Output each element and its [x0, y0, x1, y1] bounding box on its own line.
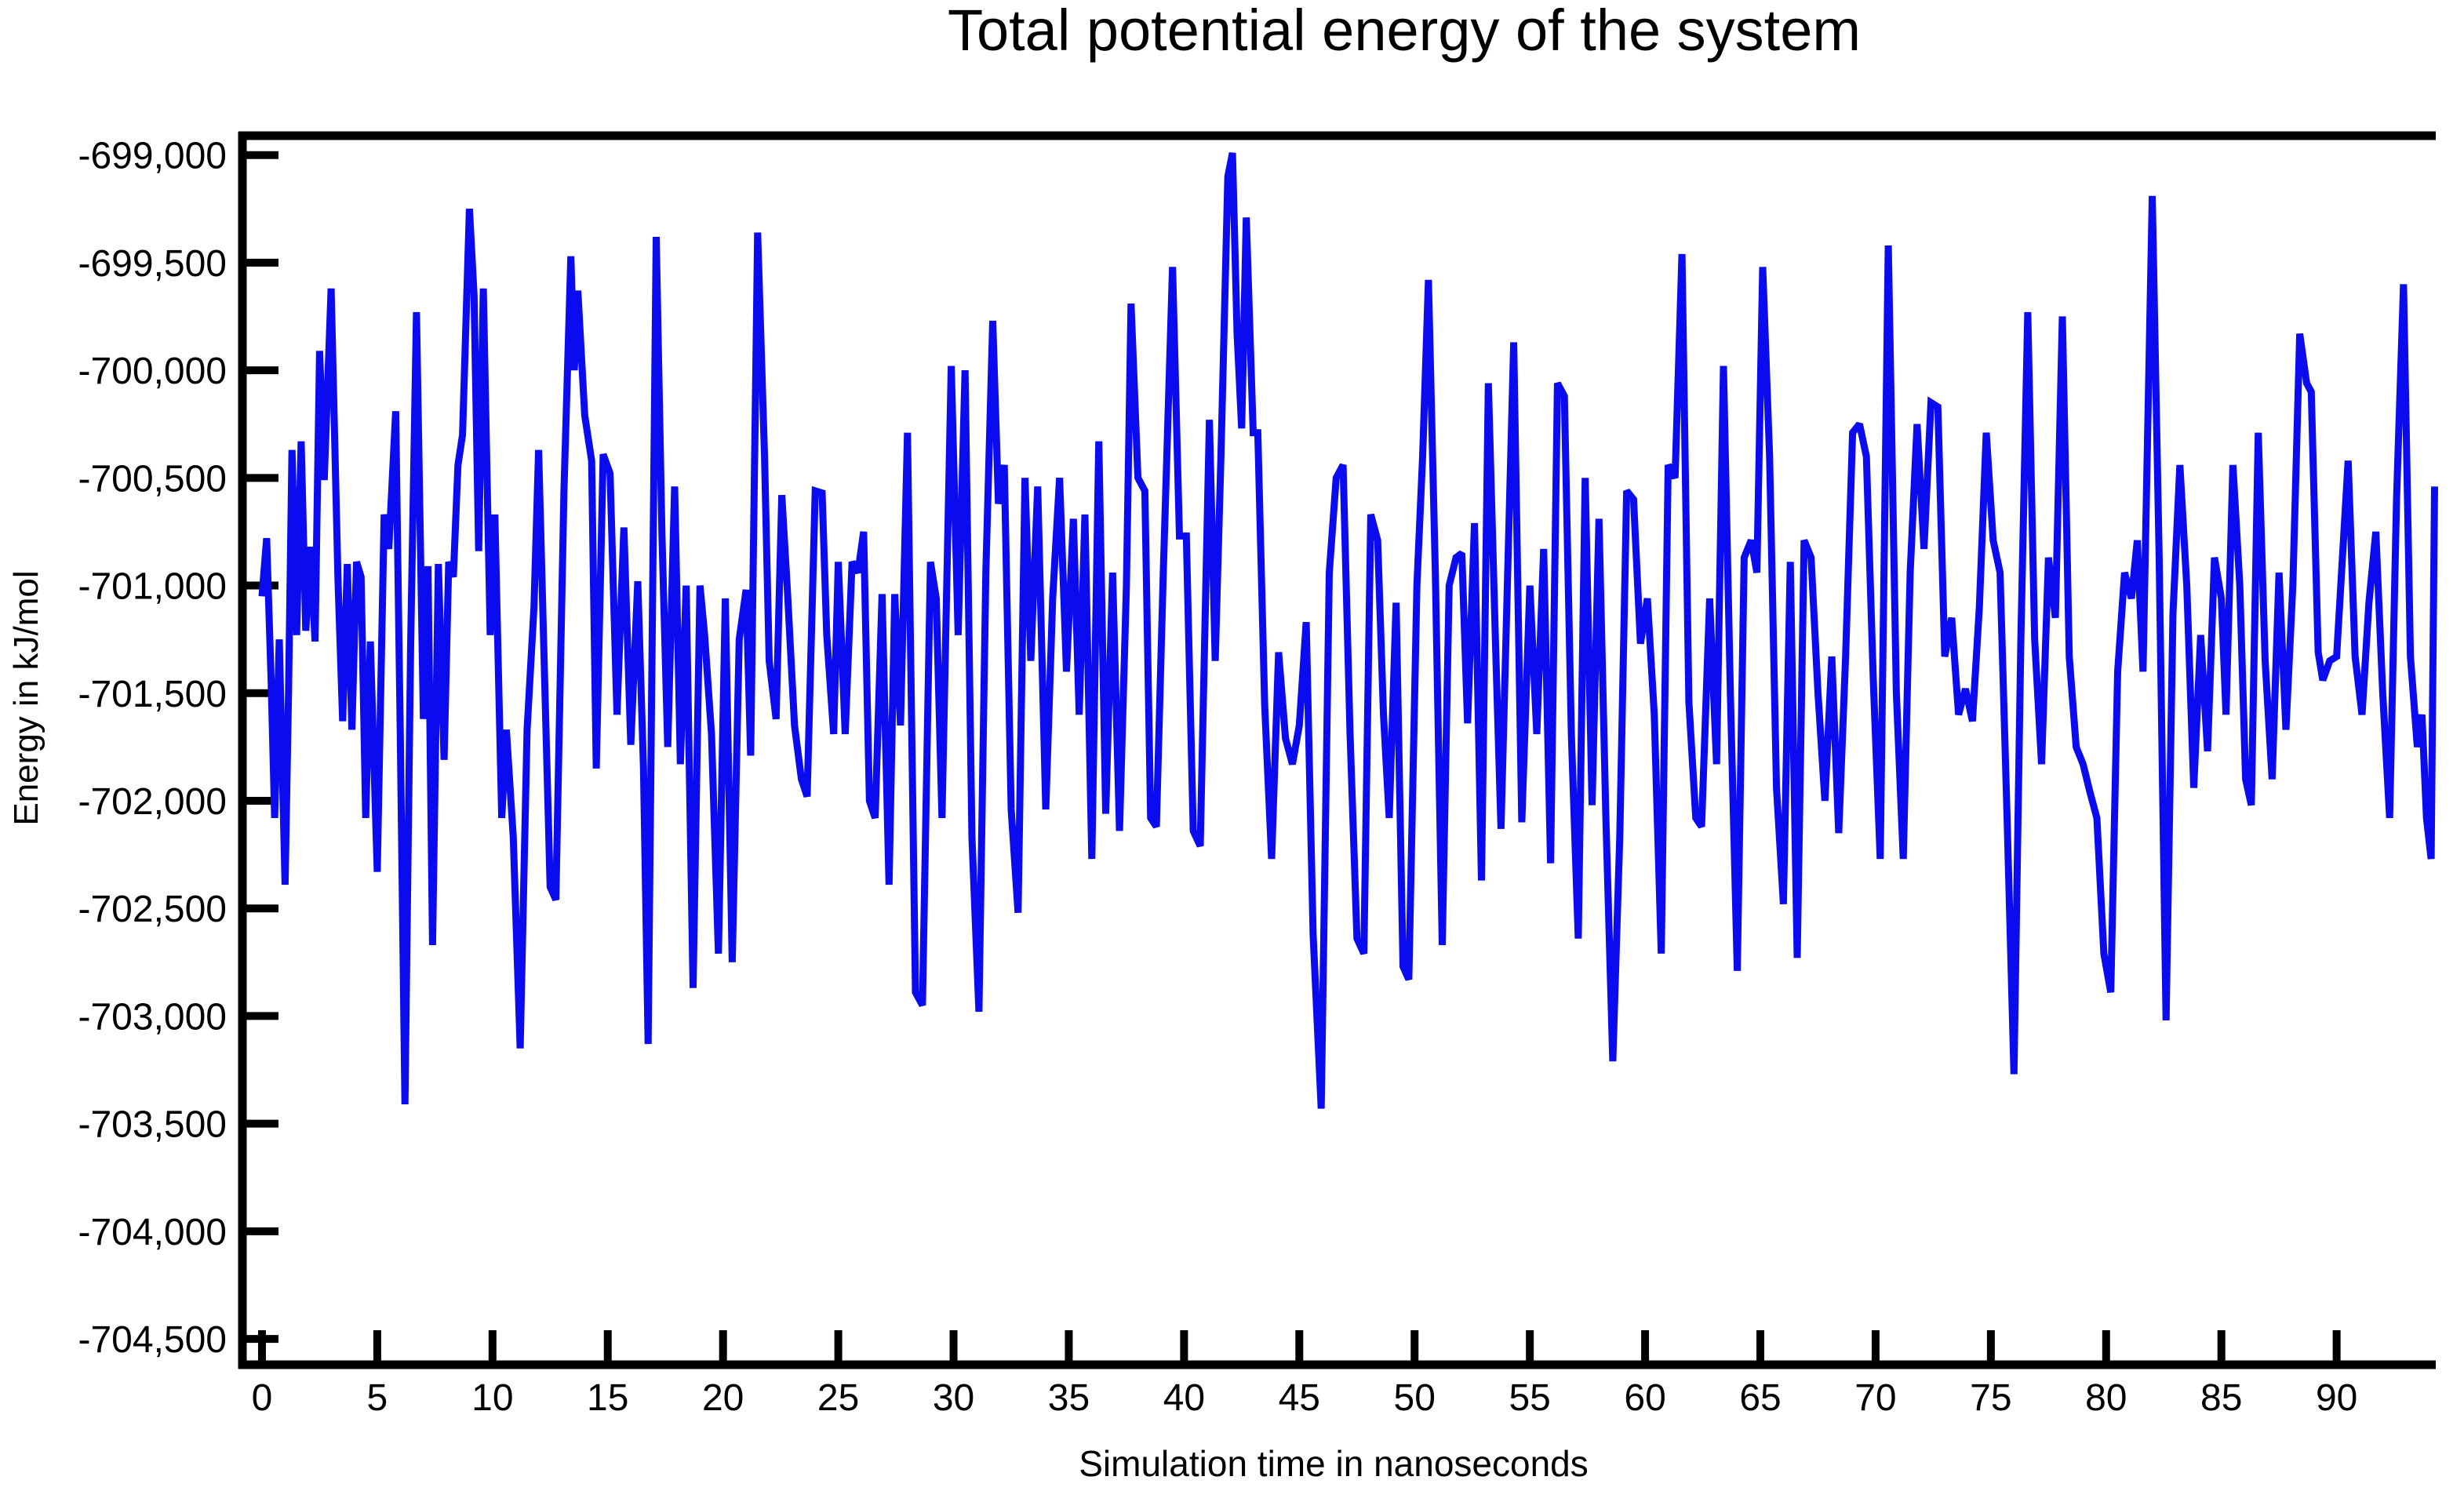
- x-tick-label: 90: [2316, 1377, 2357, 1419]
- x-tick-label: 85: [2200, 1377, 2242, 1419]
- y-tick-label: -703,500: [78, 1104, 227, 1146]
- y-tick-label: -700,500: [78, 458, 227, 500]
- x-axis-title: Simulation time in nanoseconds: [1079, 1443, 1588, 1484]
- x-tick-label: 0: [252, 1377, 273, 1419]
- y-tick-label: -704,000: [78, 1212, 227, 1253]
- x-tick-label: 20: [702, 1377, 744, 1419]
- x-tick-label: 80: [2085, 1377, 2127, 1419]
- y-tick-label: -703,000: [78, 996, 227, 1038]
- x-tick-label: 70: [1854, 1377, 1896, 1419]
- x-tick-label: 45: [1279, 1377, 1320, 1419]
- chart-title: Total potential energy of the system: [948, 0, 1861, 63]
- y-tick-label: -699,500: [78, 243, 227, 285]
- x-tick-label: 30: [933, 1377, 974, 1419]
- y-axis-title: Energy in kJ/mol: [7, 570, 45, 825]
- x-tick-label: 15: [587, 1377, 628, 1419]
- x-tick-label: 40: [1163, 1377, 1205, 1419]
- x-tick-label: 65: [1739, 1377, 1781, 1419]
- energy-line-layer: [258, 152, 2438, 1109]
- y-tick-label: -701,000: [78, 566, 227, 608]
- y-axis-ticks: -699,000 -699,500 -700,000 -700,500 -701,000…: [78, 136, 278, 1361]
- y-tick-label: -702,500: [78, 889, 227, 930]
- x-axis-ticks: 0 5 10 15 20 25 30 35 40 45 50 55 60 65 70 75 80 85 90: [252, 1330, 2357, 1419]
- y-tick-label: -702,000: [78, 781, 227, 823]
- x-tick-label: 25: [817, 1377, 859, 1419]
- x-tick-label: 60: [1624, 1377, 1665, 1419]
- x-tick-label: 10: [471, 1377, 513, 1419]
- y-tick-label: -699,000: [78, 136, 227, 177]
- energy-line: [258, 152, 2438, 1109]
- x-tick-label: 5: [367, 1377, 388, 1419]
- y-tick-label: -700,000: [78, 351, 227, 392]
- y-tick-label: -701,500: [78, 674, 227, 715]
- x-tick-label: 75: [1970, 1377, 2011, 1419]
- x-tick-label: 50: [1394, 1377, 1436, 1419]
- x-tick-label: 55: [1509, 1377, 1550, 1419]
- x-tick-label: 35: [1048, 1377, 1090, 1419]
- y-tick-label: -704,500: [78, 1319, 227, 1361]
